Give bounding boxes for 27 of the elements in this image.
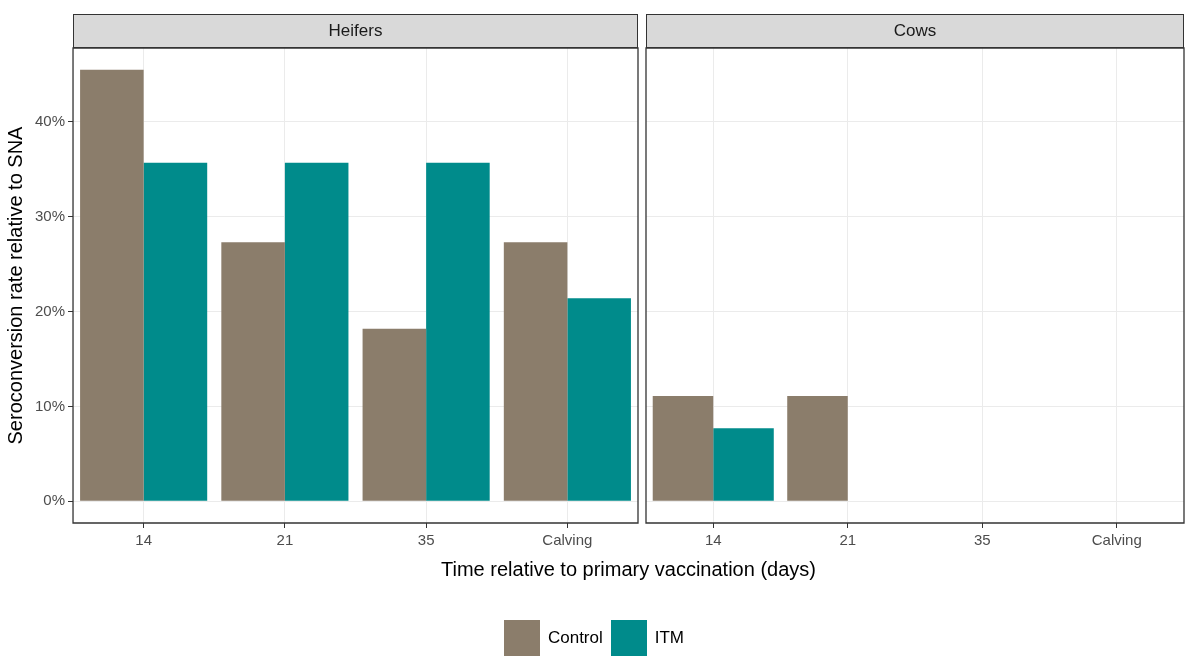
- y-tick-label: 0%: [43, 491, 66, 509]
- x-tick-label: 14: [135, 531, 152, 549]
- bar: [362, 328, 427, 501]
- chart-title: Heifers: [73, 14, 638, 48]
- x-tick-label: 14: [704, 531, 722, 549]
- bar: [143, 162, 208, 501]
- y-tick-label: 20%: [34, 301, 66, 319]
- y-axis-title: Seroconversion rate relative to SNA: [3, 125, 26, 445]
- bar: [567, 298, 631, 501]
- bar: [80, 69, 144, 501]
- x-tick-label: Calving: [1091, 531, 1142, 549]
- chart-title: Cows: [646, 14, 1184, 48]
- bar: [503, 242, 568, 501]
- x-tick-label: 21: [839, 531, 857, 549]
- x-axis-title: Time relative to primary vaccination (days): [440, 558, 817, 581]
- bar: [221, 242, 285, 501]
- y-tick-label: 10%: [34, 396, 66, 414]
- legend-label: ITM: [654, 628, 685, 648]
- x-tick-label: 35: [973, 531, 991, 549]
- bar: [426, 162, 490, 501]
- x-tick-label: Calving: [542, 531, 593, 549]
- legend-label: Control: [547, 628, 603, 648]
- y-tick-label: 30%: [34, 206, 66, 224]
- x-tick-label: 21: [276, 531, 294, 549]
- x-tick-label: 35: [417, 531, 435, 549]
- bar: [284, 162, 349, 501]
- y-tick-label: 40%: [34, 112, 66, 130]
